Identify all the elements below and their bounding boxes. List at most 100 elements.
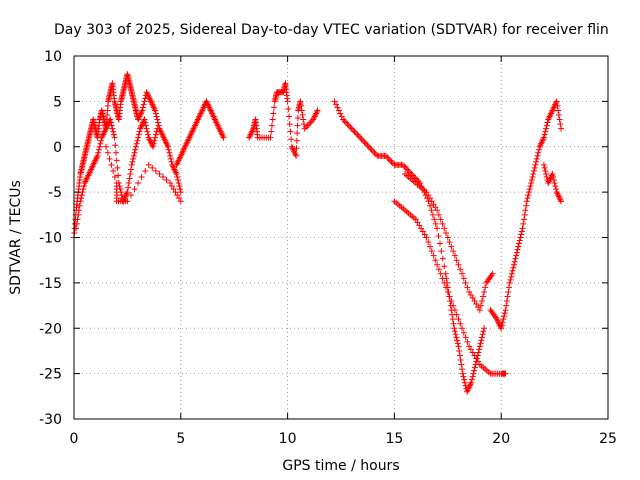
data-point-interp (268, 128, 275, 135)
series-decline-lower (391, 198, 509, 377)
data-point-interp (441, 279, 448, 286)
data-point-interp (511, 258, 518, 265)
data-point-interp (462, 279, 469, 286)
data-point (408, 170, 415, 177)
data-point-interp (432, 204, 439, 211)
data-point (152, 107, 159, 114)
data-point-interp (469, 349, 476, 356)
data-point-interp (432, 257, 439, 264)
data-point-interp (335, 107, 342, 114)
data-point (553, 98, 560, 105)
data-point (267, 134, 274, 141)
data-point-interp (516, 237, 523, 244)
series-early-lower-trace (73, 116, 161, 232)
data-point-interp (149, 164, 156, 171)
data-point-interp (342, 119, 349, 126)
data-point-interp (127, 170, 134, 177)
data-point-interp (172, 189, 179, 196)
data-point (111, 134, 118, 141)
data-point-interp (168, 158, 175, 165)
data-point-interp (457, 266, 464, 273)
data-point-interp (384, 154, 391, 161)
data-point-interp (402, 164, 409, 171)
data-point-interp (127, 192, 134, 199)
data-point-interp (288, 136, 295, 143)
data-point-interp (333, 101, 340, 108)
data-point-interp (152, 131, 159, 138)
data-point-interp (480, 293, 487, 300)
x-tick-label: 15 (385, 431, 403, 447)
data-point (77, 198, 84, 205)
data-point-interp (294, 122, 301, 129)
data-point-interp (133, 140, 140, 147)
data-point-interp (471, 364, 478, 371)
data-point-interp (552, 183, 559, 190)
data-point-interp (509, 267, 516, 274)
data-point-interp (287, 128, 294, 135)
y-tick-label: 0 (53, 140, 62, 156)
data-point-interp (177, 186, 184, 193)
data-point-interp (407, 169, 414, 176)
data-point-interp (367, 145, 374, 152)
data-point-interp (523, 202, 530, 209)
data-point-interp (145, 131, 152, 138)
data-point (476, 343, 483, 350)
data-point-interp (478, 337, 485, 344)
data-point (145, 161, 152, 168)
data-point (481, 325, 488, 332)
data-point-interp (503, 302, 510, 309)
data-point-interp (153, 128, 160, 135)
data-point-interp (362, 140, 369, 147)
data-point-interp (76, 202, 83, 209)
data-point (532, 161, 539, 168)
data-point-interp (142, 119, 149, 126)
x-tick-label: 5 (176, 431, 185, 447)
data-point-interp (460, 329, 467, 336)
data-point (434, 207, 441, 214)
data-point-interp (430, 252, 437, 259)
data-point (466, 343, 473, 350)
data-point-interp (271, 104, 278, 111)
data-point-interp (505, 288, 512, 295)
data-point (558, 125, 565, 132)
data-point-interp (477, 340, 484, 347)
data-point (434, 261, 441, 268)
data-point-interp (450, 302, 457, 309)
data-point-interp (430, 201, 437, 208)
data-point-interp (153, 113, 160, 120)
x-tick-label: 0 (70, 431, 79, 447)
data-point (434, 225, 441, 232)
data-point-interp (452, 331, 459, 338)
data-point-interp (416, 222, 423, 229)
series-decline-middle (402, 170, 496, 314)
data-point-interp (461, 376, 468, 383)
data-point (476, 307, 483, 314)
data-point (558, 198, 565, 205)
data-point-interp (80, 186, 87, 193)
data-point (167, 180, 174, 187)
data-point-interp (500, 316, 507, 323)
data-point-interp (352, 130, 359, 137)
data-point-interp (477, 302, 484, 309)
data-point-interp (550, 177, 557, 184)
data-point-interp (469, 373, 476, 380)
data-point-interp (456, 347, 463, 354)
data-point-interp (520, 220, 527, 227)
data-point-interp (446, 293, 453, 300)
data-point-interp (454, 337, 461, 344)
data-point-interp (528, 177, 535, 184)
data-point-interp (453, 311, 460, 318)
data-point-interp (513, 249, 520, 256)
data-point-interp (535, 146, 542, 153)
y-tick-label: -20 (39, 321, 62, 337)
data-point-interp (168, 183, 175, 190)
data-point-interp (127, 166, 134, 173)
data-point-interp (441, 263, 448, 270)
data-point-interp (286, 121, 293, 128)
data-point-interp (130, 152, 137, 159)
data-point-interp (508, 273, 515, 280)
data-point-interp (294, 130, 301, 137)
data-point (301, 125, 308, 132)
data-point-interp (388, 158, 395, 165)
